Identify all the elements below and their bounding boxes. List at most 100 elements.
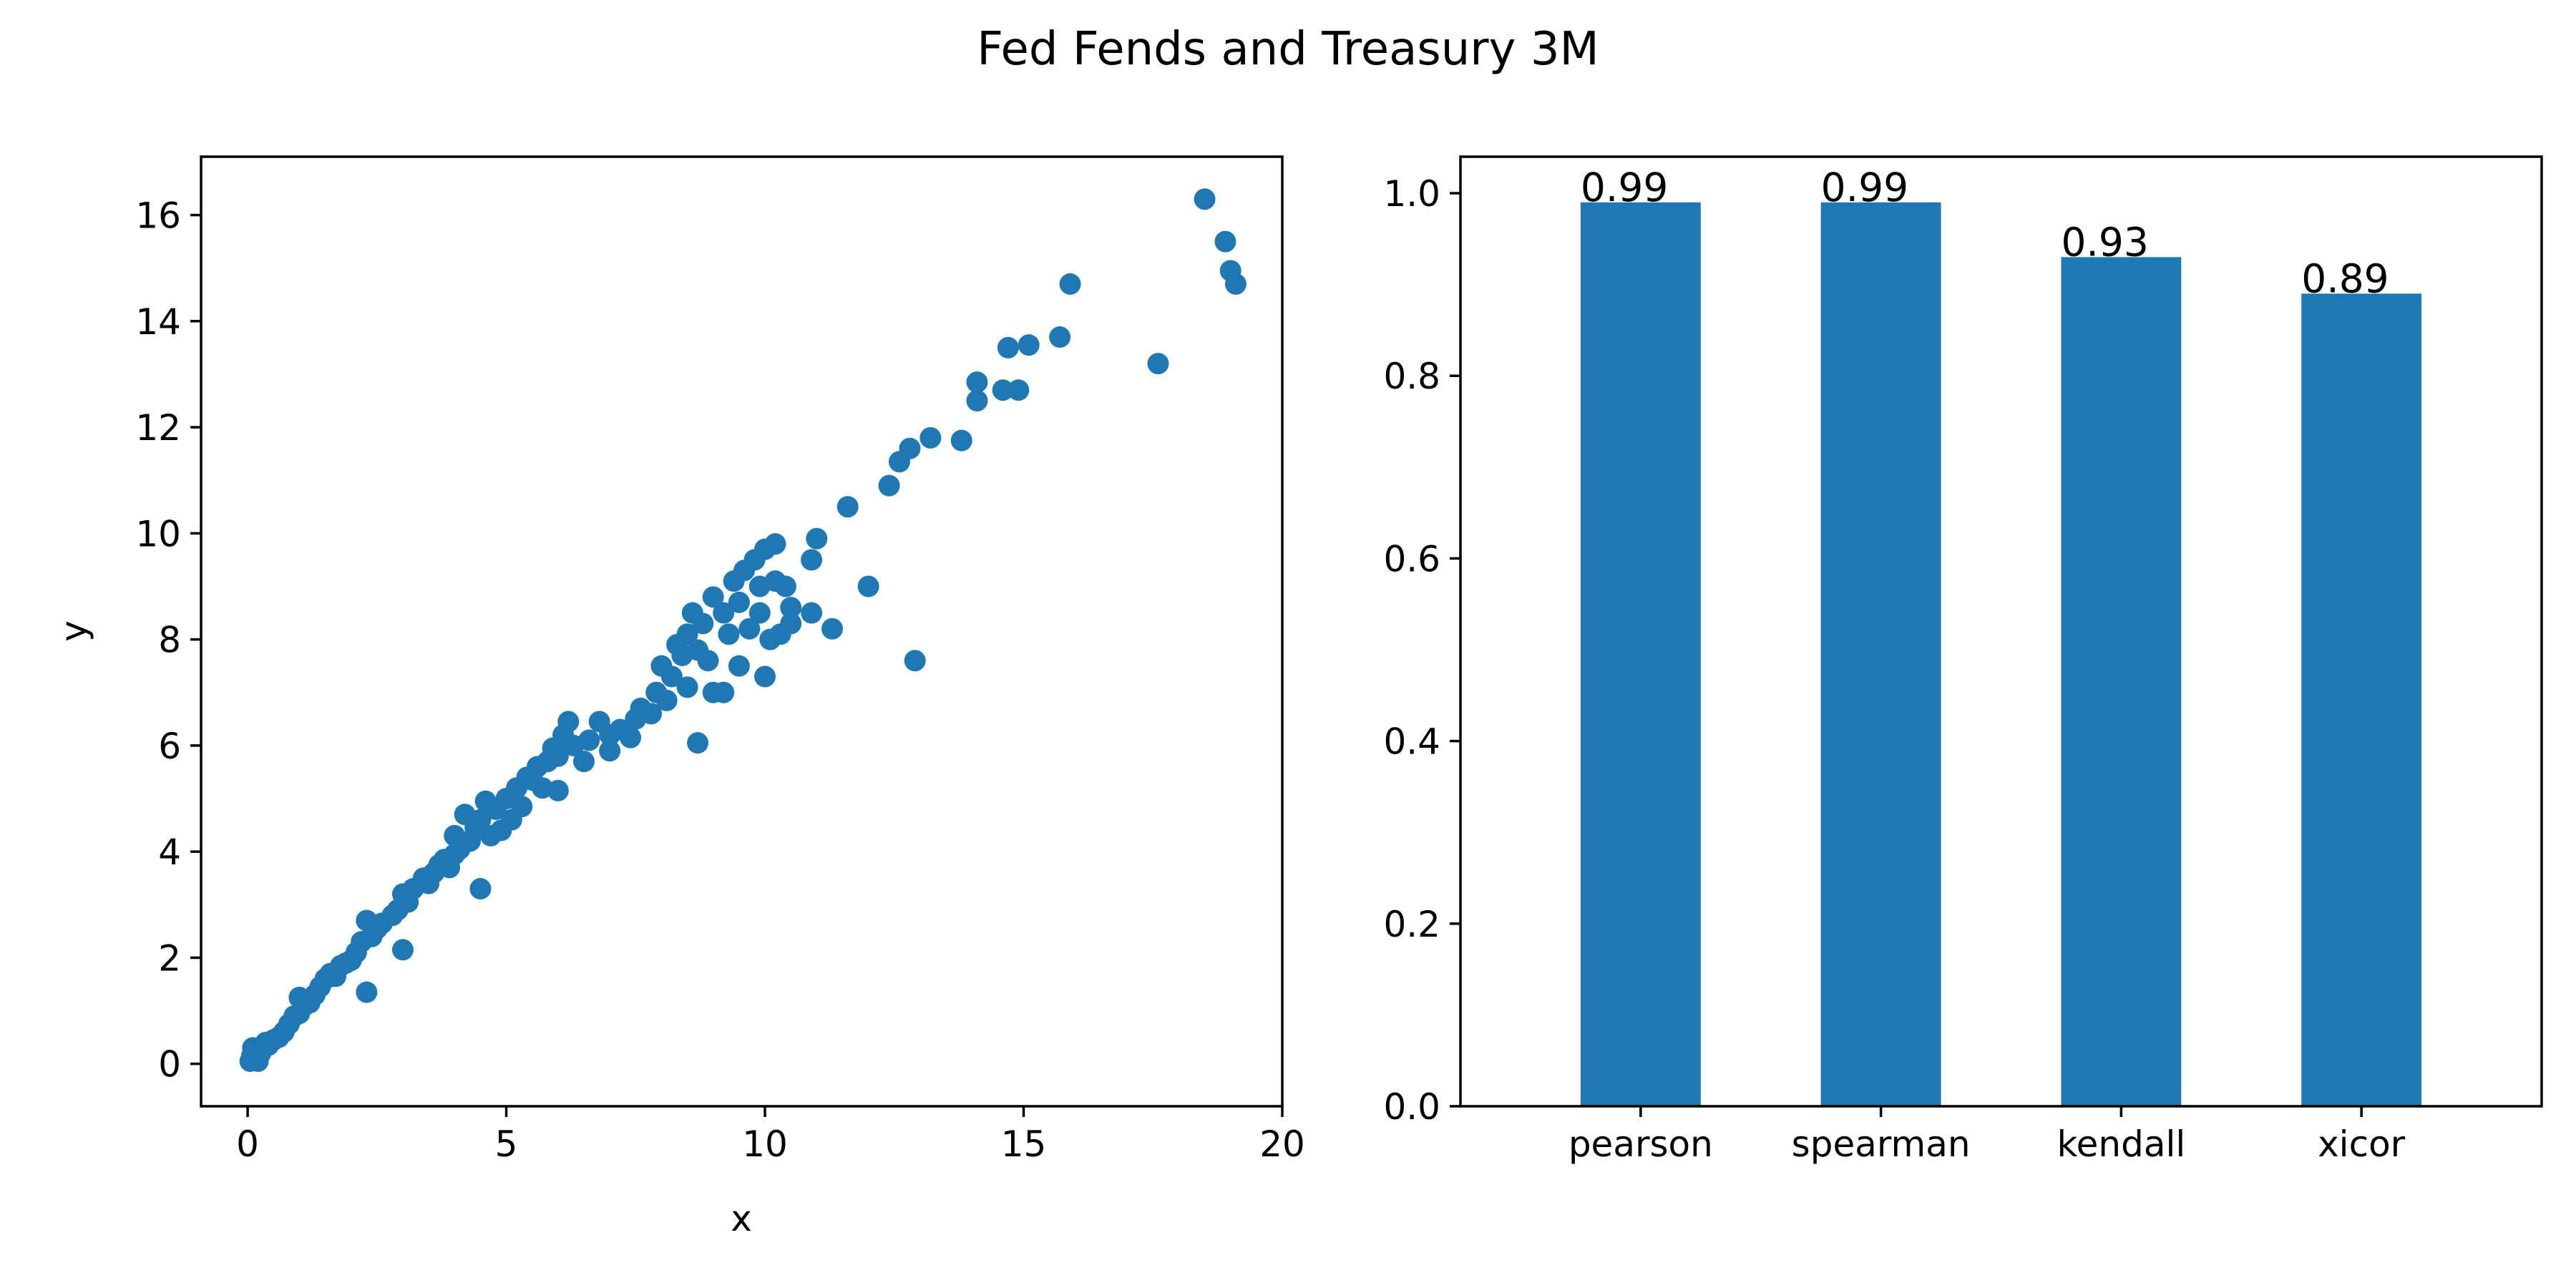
bar-chart: 0.99 0.99 0.93 0.89 pearson spearman kendall x… bbox=[1383, 155, 2543, 1165]
scatter-point bbox=[713, 681, 735, 703]
bar-y-tick-label: 1.0 bbox=[1383, 173, 1440, 215]
scatter-point bbox=[1147, 353, 1169, 375]
scatter-point bbox=[774, 575, 796, 597]
scatter-point bbox=[950, 429, 972, 452]
scatter-point bbox=[764, 533, 786, 555]
scatter-y-tick-label: 6 bbox=[158, 726, 181, 767]
bar-data-label: 0.93 bbox=[2061, 219, 2148, 265]
bar-plot-frame bbox=[1459, 155, 2543, 1108]
scatter-point bbox=[1194, 188, 1216, 210]
bar-y-tick-label: 0.6 bbox=[1383, 538, 1440, 580]
scatter-point bbox=[660, 665, 683, 688]
scatter-point bbox=[547, 745, 569, 767]
scatter-point bbox=[702, 586, 724, 608]
scatter-point bbox=[780, 613, 802, 635]
bar-y-tick-label: 0.2 bbox=[1383, 904, 1440, 945]
scatter-point bbox=[904, 650, 926, 672]
scatter-point bbox=[997, 336, 1019, 358]
scatter-point bbox=[728, 655, 750, 677]
scatter-y-tick-label: 14 bbox=[135, 301, 181, 343]
scatter-x-axis: 0 5 10 15 20 bbox=[236, 1106, 1305, 1165]
bar-y-tick-label: 0.8 bbox=[1383, 356, 1440, 397]
bar-bars bbox=[1580, 202, 2422, 1107]
scatter-point bbox=[836, 496, 859, 518]
scatter-point bbox=[738, 618, 761, 640]
scatter-point bbox=[899, 437, 921, 459]
scatter-point bbox=[640, 703, 662, 725]
scatter-point bbox=[878, 474, 900, 497]
scatter-point bbox=[469, 809, 492, 831]
scatter-x-tick-label: 20 bbox=[1259, 1123, 1305, 1165]
scatter-point bbox=[806, 527, 828, 550]
scatter-point bbox=[620, 726, 642, 748]
scatter-point bbox=[748, 602, 771, 624]
scatter-y-tick-label: 0 bbox=[158, 1044, 181, 1085]
scatter-point bbox=[578, 729, 600, 751]
scatter-point bbox=[547, 779, 569, 801]
scatter-point bbox=[1214, 230, 1236, 253]
bar-y-tick-label: 0.0 bbox=[1383, 1086, 1440, 1128]
scatter-y-axis-label: y bbox=[53, 620, 94, 642]
scatter-point bbox=[857, 575, 879, 597]
scatter-point bbox=[469, 878, 492, 900]
scatter-point bbox=[713, 602, 735, 624]
bar-kendall bbox=[2061, 257, 2182, 1107]
scatter-y-tick-label: 16 bbox=[135, 195, 181, 237]
scatter-point bbox=[599, 740, 621, 762]
bar-data-label: 0.99 bbox=[1821, 165, 1908, 210]
scatter-point bbox=[992, 379, 1014, 401]
scatter-point bbox=[1008, 379, 1030, 401]
scatter-point bbox=[718, 623, 740, 645]
scatter-x-axis-label: x bbox=[731, 1198, 752, 1239]
scatter-x-tick-label: 15 bbox=[1001, 1123, 1047, 1165]
bar-data-label: 0.89 bbox=[2301, 255, 2389, 301]
scatter-y-tick-label: 4 bbox=[158, 831, 181, 873]
scatter-y-tick-label: 8 bbox=[158, 620, 181, 661]
scatter-point bbox=[356, 981, 378, 1003]
scatter-point bbox=[511, 796, 533, 818]
scatter-point bbox=[966, 371, 988, 394]
bar-xicor bbox=[2301, 293, 2422, 1106]
scatter-point bbox=[1059, 273, 1081, 295]
scatter-point bbox=[655, 689, 678, 711]
scatter-point bbox=[966, 390, 988, 412]
bar-spearman bbox=[1820, 202, 1941, 1106]
scatter-y-tick-label: 12 bbox=[135, 407, 181, 449]
bar-y-tick-label: 0.4 bbox=[1383, 721, 1440, 763]
bar-pearson bbox=[1580, 202, 1701, 1106]
scatter-point bbox=[1224, 273, 1246, 295]
scatter-point bbox=[821, 618, 844, 640]
scatter-y-tick-label: 2 bbox=[158, 937, 181, 979]
scatter-point bbox=[557, 711, 580, 733]
scatter-point bbox=[1049, 326, 1071, 348]
bar-y-axis: 0.0 0.2 0.4 0.6 0.8 1.0 bbox=[1383, 173, 1460, 1128]
scatter-point bbox=[1018, 334, 1040, 356]
figure-title: Fed Fends and Treasury 3M bbox=[977, 23, 1599, 76]
bar-x-tick-label: xicor bbox=[2318, 1123, 2406, 1165]
scatter-point bbox=[391, 939, 414, 961]
scatter-point bbox=[676, 623, 698, 645]
scatter-plot-frame bbox=[200, 155, 1284, 1108]
scatter-points bbox=[239, 188, 1246, 1072]
bar-x-tick-label: pearson bbox=[1568, 1123, 1713, 1165]
scatter-x-tick-label: 5 bbox=[495, 1123, 518, 1165]
scatter-x-tick-label: 0 bbox=[236, 1123, 259, 1165]
scatter-point bbox=[572, 751, 595, 773]
bar-x-axis: pearson spearman kendall xicor bbox=[1568, 1106, 2406, 1165]
scatter-point bbox=[692, 613, 714, 635]
scatter-point bbox=[754, 665, 776, 688]
scatter-point bbox=[780, 597, 802, 619]
scatter-point bbox=[697, 650, 719, 672]
scatter-x-tick-label: 10 bbox=[742, 1123, 788, 1165]
scatter-point bbox=[801, 549, 823, 571]
scatter-point bbox=[801, 602, 823, 624]
bar-x-tick-label: spearman bbox=[1792, 1123, 1971, 1165]
scatter-point bbox=[687, 732, 709, 754]
scatter-point bbox=[919, 426, 942, 449]
scatter-point bbox=[728, 591, 750, 613]
bar-x-tick-label: kendall bbox=[2057, 1123, 2185, 1165]
bar-data-label: 0.99 bbox=[1581, 165, 1668, 210]
scatter-chart: 0 5 10 15 20 0 2 4 6 8 10 12 14 16 x y bbox=[53, 155, 1305, 1239]
scatter-y-tick-label: 10 bbox=[135, 513, 181, 555]
